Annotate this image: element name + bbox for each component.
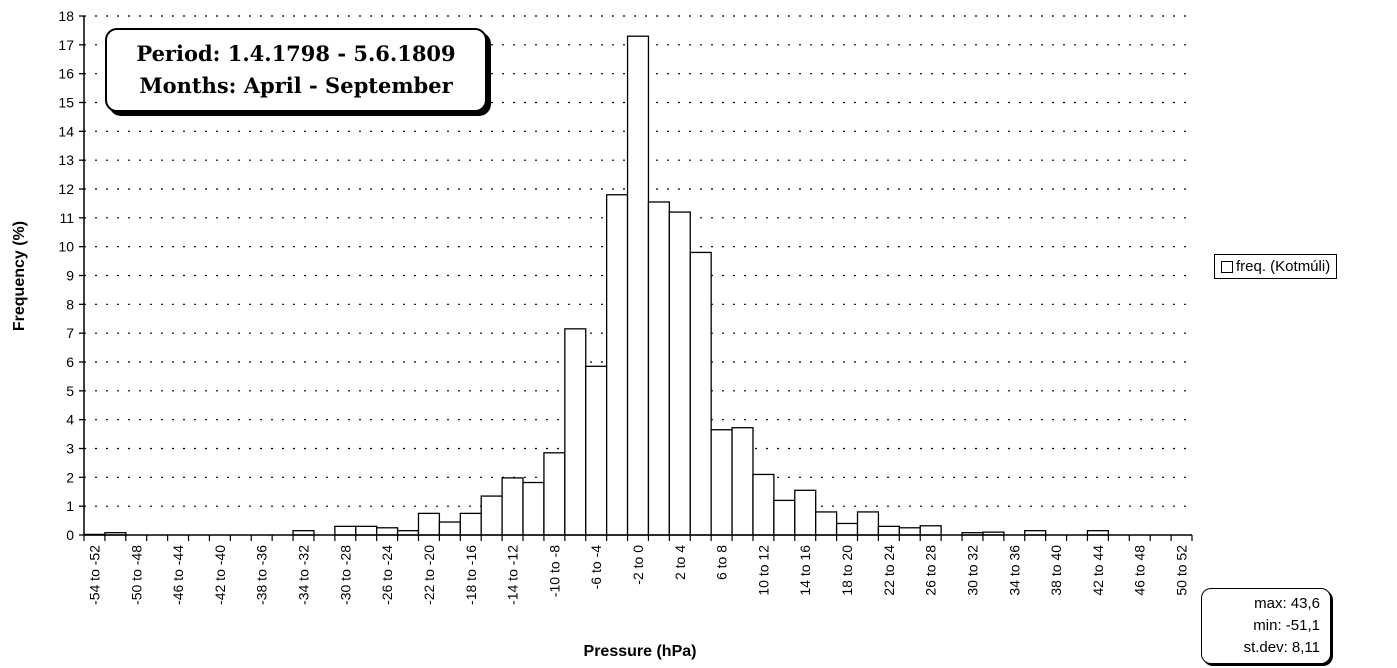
histogram-bar: [605, 194, 629, 536]
x-tick-label: 38 to 40: [1048, 545, 1064, 596]
x-tick-label: -54 to -52: [86, 545, 102, 605]
y-tick-label: 15: [58, 95, 74, 111]
histogram-bar: [773, 499, 796, 536]
x-tick-label: -26 to -24: [379, 545, 395, 605]
y-tick-label: 3: [66, 441, 74, 457]
histogram-bar: [417, 512, 441, 536]
histogram-bar: [564, 328, 587, 536]
histogram-bar: [334, 525, 357, 536]
histogram-bar: [877, 525, 900, 536]
y-tick-label: 4: [66, 412, 74, 428]
x-tick-label: -34 to -32: [296, 545, 312, 605]
histogram-bar: [543, 452, 566, 536]
histogram-bars: [83, 35, 1110, 536]
x-tick-label: 6 to 8: [714, 545, 730, 580]
histogram-bar: [835, 522, 859, 536]
histogram-bar: [752, 473, 775, 536]
x-tick-label: -14 to -12: [505, 545, 521, 605]
y-tick-label: 7: [66, 325, 74, 341]
y-tick-label: 16: [58, 66, 74, 82]
y-tick-label: 10: [58, 239, 74, 255]
x-tick-labels: -54 to -52 -50 to -48 -46 to -44 -42 to -40…: [86, 545, 1189, 605]
x-tick-label: -42 to -40: [212, 545, 228, 605]
x-tick-label: -50 to -48: [128, 545, 144, 605]
histogram-bar: [355, 525, 378, 536]
histogram-bar: [710, 429, 733, 536]
stat-stdev: st.dev: 8,11: [1243, 639, 1320, 656]
y-tick-label: 12: [58, 181, 74, 197]
stat-max: max: 43,6: [1254, 595, 1320, 612]
x-tick-label: 2 to 4: [672, 545, 688, 580]
histogram-bar: [668, 211, 691, 536]
histogram-bar: [919, 525, 942, 536]
period-annotation-box: Period: 1.4.1798 - 5.6.1809 Months: Apri…: [105, 28, 487, 112]
histogram-bar: [647, 201, 671, 536]
histogram-bar: [856, 511, 880, 536]
x-tick-label: 18 to 20: [839, 545, 855, 596]
y-tick-label: 2: [66, 469, 74, 485]
legend: freq. (Kotmúli): [1214, 254, 1338, 279]
y-tick-label: 9: [66, 268, 74, 284]
y-tick-label: 14: [58, 123, 74, 139]
y-tick-label: 8: [66, 296, 74, 312]
x-tick-label: -22 to -20: [421, 545, 437, 605]
x-tick-label: -2 to 0: [630, 545, 646, 585]
x-tick-label: -18 to -16: [463, 545, 479, 605]
legend-label: freq. (Kotmúli): [1236, 258, 1331, 275]
x-axis-title: Pressure (hPa): [584, 643, 697, 660]
x-tick-label: 50 to 52: [1174, 545, 1190, 596]
x-tick-label: 10 to 12: [755, 545, 771, 596]
axes: [79, 15, 1193, 541]
x-tick-label: -46 to -44: [170, 545, 186, 605]
y-tick-label: 5: [66, 383, 74, 399]
y-tick-label: 13: [58, 152, 74, 168]
y-axis-title: Frequency (%): [11, 221, 28, 331]
period-annotation-line: Period: 1.4.1798 - 5.6.1809: [136, 41, 456, 66]
histogram-bar: [731, 427, 754, 536]
histogram-bar: [459, 512, 482, 536]
statistics-box: max: 43,6 min: -51,1 st.dev: 8,11: [1201, 588, 1331, 664]
y-tick-label: 6: [66, 354, 74, 370]
x-tick-label: 26 to 28: [923, 545, 939, 596]
histogram-bar: [626, 35, 650, 536]
histogram-bar: [480, 495, 503, 536]
x-tick-label: 22 to 24: [881, 545, 897, 596]
x-tick-label: 34 to 36: [1006, 545, 1022, 596]
legend-swatch-icon: [1221, 260, 1233, 273]
x-tick-label: 30 to 32: [964, 545, 980, 596]
x-tick-label: -30 to -28: [337, 545, 353, 605]
histogram-bar: [794, 489, 817, 536]
stat-min: min: -51,1: [1253, 617, 1320, 634]
histogram-bar: [376, 527, 399, 536]
x-tick-label: 42 to 44: [1090, 545, 1106, 596]
months-annotation-line: Months: April - September: [139, 73, 453, 98]
histogram-bar: [898, 527, 921, 536]
y-tick-label: 1: [66, 498, 74, 514]
x-tick-label: 46 to 48: [1132, 545, 1148, 596]
x-tick-label: 14 to 16: [797, 545, 813, 596]
histogram-bar: [689, 251, 712, 536]
x-tick-label: -10 to -8: [546, 545, 562, 597]
histogram-bar: [585, 365, 608, 536]
x-tick-label: -38 to -36: [254, 545, 270, 605]
histogram-bar: [501, 477, 524, 536]
y-tick-label: 17: [58, 37, 74, 53]
histogram-bar: [815, 511, 838, 536]
y-tick-label: 18: [58, 8, 74, 24]
y-tick-label: 11: [59, 210, 74, 226]
x-tick-label: -6 to -4: [588, 545, 604, 590]
y-tick-label: 0: [66, 527, 74, 543]
histogram-bar: [522, 481, 545, 536]
histogram-bar: [438, 521, 461, 536]
